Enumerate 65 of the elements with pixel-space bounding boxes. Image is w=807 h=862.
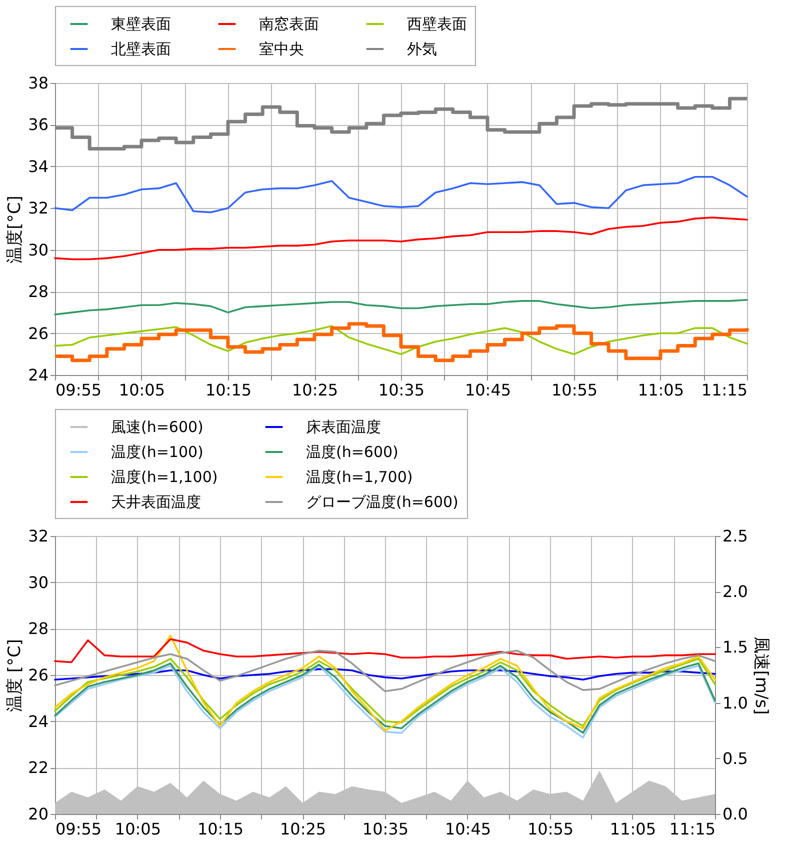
x-tick-label: 10:55 bbox=[527, 820, 574, 838]
y-tick-label: 22 bbox=[28, 758, 48, 778]
legend-label: 外気 bbox=[407, 40, 437, 58]
y-axis-title: 温度[°C] bbox=[5, 196, 26, 264]
legend-label: 温度(h=1,100) bbox=[111, 468, 218, 486]
line-series bbox=[54, 638, 716, 664]
y-tick-label: 26 bbox=[28, 324, 48, 343]
legend-label: 温度(h=1,700) bbox=[306, 468, 413, 486]
line-series bbox=[54, 216, 748, 260]
y2-tick-label: 1.5 bbox=[722, 638, 748, 657]
legend-label: 南窓表面 bbox=[259, 15, 319, 33]
y-tick-label: 24 bbox=[28, 366, 48, 384]
y-tick-label: 28 bbox=[28, 282, 48, 302]
y-tick-label: 30 bbox=[28, 240, 48, 260]
x-tick-label: 09:55 bbox=[56, 380, 102, 400]
x-tick-label: 10:35 bbox=[378, 380, 425, 400]
y2-tick-label: 0.5 bbox=[722, 748, 748, 768]
y-tick-label: 30 bbox=[28, 572, 48, 592]
y2-tick-label: 2.5 bbox=[722, 526, 748, 546]
x-tick-label: 10:35 bbox=[362, 820, 409, 838]
legend-label: 温度(h=100) bbox=[111, 443, 204, 461]
line-series bbox=[54, 650, 716, 692]
x-tick-label: 10:15 bbox=[197, 820, 244, 838]
x-tick-label: 10:05 bbox=[114, 820, 162, 838]
y2-tick-label: 2.0 bbox=[722, 582, 748, 602]
legend-label: 温度(h=600) bbox=[306, 443, 398, 461]
x-tick-label: 11:05 bbox=[638, 380, 684, 400]
x-tick-label: 10:55 bbox=[551, 380, 598, 400]
line-series bbox=[54, 668, 716, 681]
y-tick-label: 24 bbox=[28, 712, 48, 731]
x-tick-label: 10:05 bbox=[118, 380, 166, 400]
x-tick-label: 09:55 bbox=[56, 820, 102, 838]
y-tick-label: 34 bbox=[28, 156, 48, 176]
legend-label: 北壁表面 bbox=[111, 40, 171, 58]
x-tick-label: 11:15 bbox=[669, 820, 716, 838]
y2-axis-title: 風速[m/s] bbox=[750, 636, 771, 715]
legend-label: 風速(h=600) bbox=[111, 418, 204, 436]
y-axis-title: 温度 [°C] bbox=[5, 638, 26, 712]
line-series bbox=[54, 325, 748, 356]
x-tick-label: 10:45 bbox=[444, 820, 492, 838]
y-tick-label: 20 bbox=[28, 804, 48, 824]
x-tick-label: 10:25 bbox=[280, 820, 326, 838]
line-series bbox=[54, 176, 748, 214]
y-tick-label: 32 bbox=[28, 526, 48, 546]
y-tick-label: 28 bbox=[28, 619, 48, 638]
x-tick-label: 10:45 bbox=[464, 380, 512, 400]
y-tick-label: 32 bbox=[28, 198, 48, 218]
legend-label: 室中央 bbox=[259, 40, 304, 58]
x-tick-label: 11:15 bbox=[701, 380, 748, 400]
legend-label: 西壁表面 bbox=[407, 15, 467, 33]
legend-label: 床表面温度 bbox=[306, 418, 381, 436]
line-series bbox=[54, 634, 716, 732]
legend-label: 東壁表面 bbox=[111, 15, 171, 33]
x-tick-label: 10:15 bbox=[205, 380, 252, 400]
y2-tick-label: 1.0 bbox=[722, 693, 748, 712]
legend-label: 天井表面温度 bbox=[111, 493, 201, 511]
line-series bbox=[54, 299, 748, 316]
y-tick-label: 38 bbox=[28, 74, 48, 92]
y-tick-label: 36 bbox=[28, 115, 48, 134]
y-tick-label: 26 bbox=[28, 666, 48, 684]
y2-tick-label: 0.0 bbox=[722, 804, 748, 824]
line-series bbox=[54, 658, 716, 727]
legend-label: グローブ温度(h=600) bbox=[306, 493, 458, 511]
x-tick-label: 10:25 bbox=[292, 380, 338, 400]
x-tick-label: 11:05 bbox=[610, 820, 656, 838]
